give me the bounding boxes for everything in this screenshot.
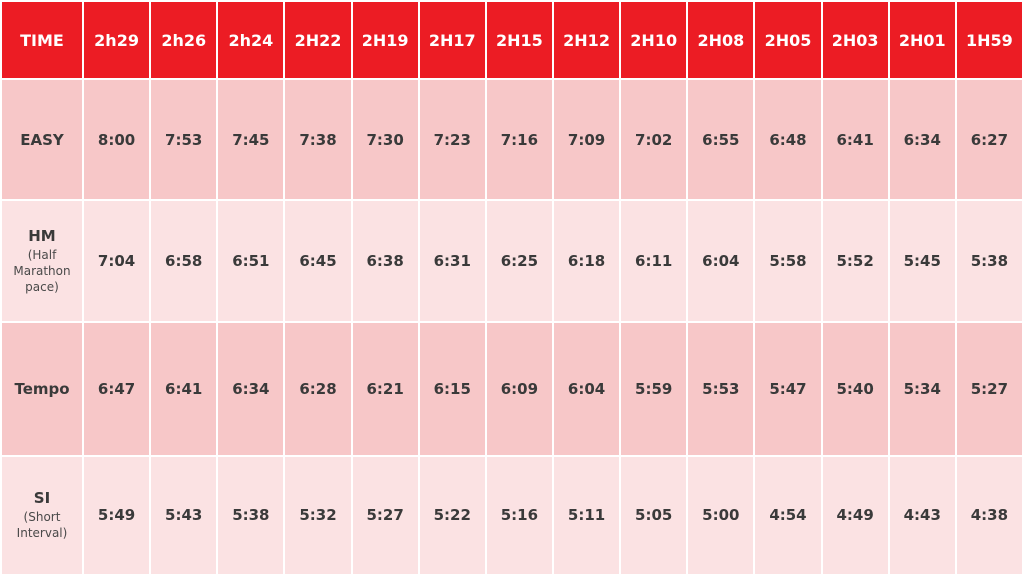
pace-cell: 5:59 (621, 322, 687, 455)
pace-cell: 7:53 (151, 80, 217, 200)
row-sublabel: (Short Interval) (16, 510, 68, 541)
time-header: 2h29 (84, 2, 150, 78)
time-header: 2H19 (352, 2, 418, 78)
pace-cell: 6:18 (553, 201, 620, 321)
pace-cell: 6:31 (419, 201, 485, 321)
time-header: 2H15 (486, 2, 552, 78)
pace-cell: 6:48 (755, 80, 821, 200)
pace-cell: 6:34 (889, 80, 955, 200)
pace-cell: 5:27 (352, 456, 418, 574)
pace-cell: 6:45 (285, 201, 351, 321)
time-header: 2H22 (285, 2, 351, 78)
pace-cell: 7:45 (218, 80, 284, 200)
pace-cell: 8:00 (84, 80, 150, 200)
pace-cell: 6:55 (688, 80, 754, 200)
row-label: HM (28, 227, 56, 246)
time-header: 2H05 (755, 2, 821, 78)
pace-row-easy: EASY 8:00 7:53 7:45 7:38 7:30 7:23 7:16 … (2, 80, 1022, 200)
pace-cell: 4:43 (889, 456, 955, 574)
row-label-cell: EASY (2, 80, 82, 200)
row-sublabel: (Half Marathon pace) (13, 248, 71, 295)
time-header: 2H08 (688, 2, 754, 78)
pace-cell: 6:41 (151, 322, 217, 455)
pace-cell: 5:34 (889, 322, 955, 455)
row-label-cell: SI (Short Interval) (2, 456, 82, 574)
time-header: 2H12 (553, 2, 620, 78)
pace-row-tempo: Tempo 6:47 6:41 6:34 6:28 6:21 6:15 6:09… (2, 322, 1022, 455)
pace-cell: 6:09 (486, 322, 552, 455)
pace-cell: 6:04 (688, 201, 754, 321)
pace-cell: 5:16 (486, 456, 552, 574)
pace-cell: 4:38 (956, 456, 1022, 574)
row-label-cell: Tempo (2, 322, 82, 455)
pace-cell: 7:30 (352, 80, 418, 200)
pace-cell: 6:15 (419, 322, 485, 455)
pace-cell: 7:23 (419, 80, 485, 200)
time-header: 1H59 (956, 2, 1022, 78)
pace-cell: 5:53 (688, 322, 754, 455)
time-header: 2H17 (419, 2, 485, 78)
time-header: 2h26 (151, 2, 217, 78)
row-label: Tempo (14, 379, 70, 398)
row-label: EASY (20, 130, 64, 149)
pace-row-hm: HM (Half Marathon pace) 7:04 6:58 6:51 6… (2, 201, 1022, 321)
pace-cell: 5:00 (688, 456, 754, 574)
pace-cell: 6:51 (218, 201, 284, 321)
pace-cell: 6:28 (285, 322, 351, 455)
time-header: 2H10 (621, 2, 687, 78)
header-row: TIME 2h29 2h26 2h24 2H22 2H19 2H17 2H15 … (2, 2, 1022, 78)
header-corner: TIME (2, 2, 82, 78)
pace-cell: 5:38 (956, 201, 1022, 321)
pace-cell: 5:58 (755, 201, 821, 321)
pace-cell: 5:47 (755, 322, 821, 455)
pace-cell: 6:47 (84, 322, 150, 455)
pace-cell: 7:16 (486, 80, 552, 200)
pace-cell: 6:34 (218, 322, 284, 455)
time-header: 2H03 (822, 2, 888, 78)
pace-cell: 6:04 (553, 322, 620, 455)
pace-cell: 5:49 (84, 456, 150, 574)
pace-cell: 5:45 (889, 201, 955, 321)
pace-cell: 6:11 (621, 201, 687, 321)
pace-cell: 7:38 (285, 80, 351, 200)
pace-cell: 5:32 (285, 456, 351, 574)
pace-cell: 4:49 (822, 456, 888, 574)
pace-cell: 6:41 (822, 80, 888, 200)
pace-cell: 5:22 (419, 456, 485, 574)
pace-cell: 6:58 (151, 201, 217, 321)
pace-cell: 4:54 (755, 456, 821, 574)
time-header: 2H01 (889, 2, 955, 78)
pace-cell: 5:43 (151, 456, 217, 574)
pace-row-si: SI (Short Interval) 5:49 5:43 5:38 5:32 … (2, 456, 1022, 574)
pace-cell: 7:09 (553, 80, 620, 200)
row-label: SI (33, 489, 51, 508)
time-header: 2h24 (218, 2, 284, 78)
pace-cell: 5:05 (621, 456, 687, 574)
pace-cell: 6:25 (486, 201, 552, 321)
pace-cell: 5:52 (822, 201, 888, 321)
pace-cell: 6:21 (352, 322, 418, 455)
pace-cell: 6:38 (352, 201, 418, 321)
pace-cell: 5:27 (956, 322, 1022, 455)
pace-cell: 5:38 (218, 456, 284, 574)
pace-cell: 6:27 (956, 80, 1022, 200)
pace-cell: 5:40 (822, 322, 888, 455)
pace-cell: 7:02 (621, 80, 687, 200)
pace-cell: 7:04 (84, 201, 150, 321)
row-label-cell: HM (Half Marathon pace) (2, 201, 82, 321)
pace-cell: 5:11 (553, 456, 620, 574)
